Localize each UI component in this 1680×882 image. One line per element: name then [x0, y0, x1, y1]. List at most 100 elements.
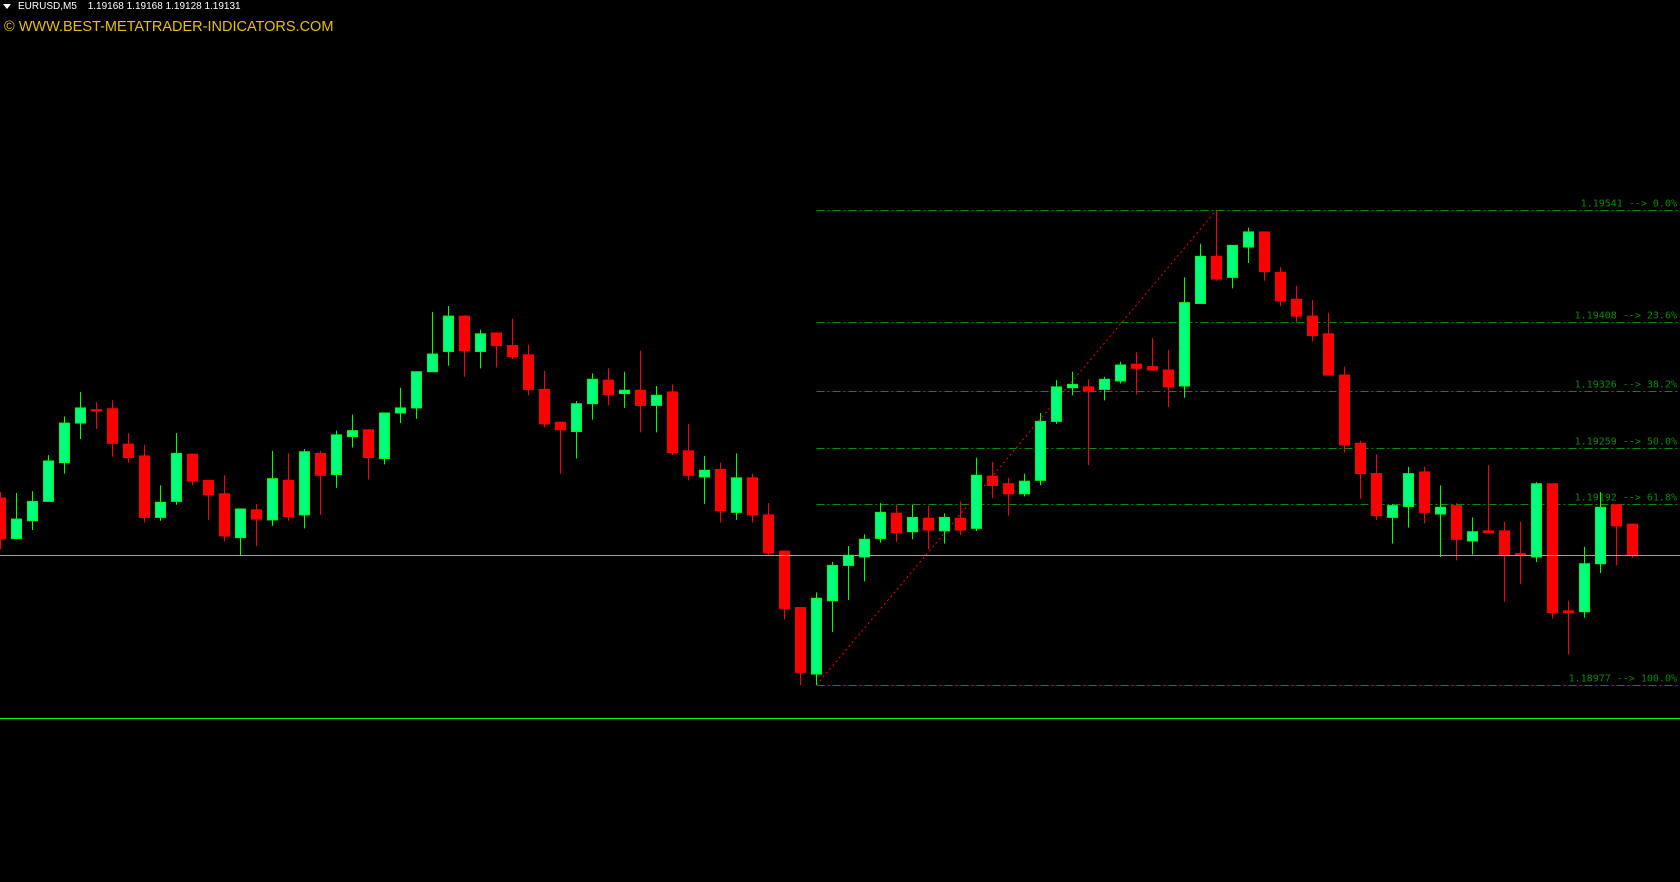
bullish-candle [443, 306, 454, 366]
fibonacci-retracement[interactable]: 1.19541 --> 0.0% 1.19408 --> 23.6% 1.19326… [816, 199, 1680, 686]
candle-body [1387, 505, 1398, 518]
bullish-candle [859, 534, 870, 582]
bearish-candle [1419, 466, 1430, 524]
bearish-candle [1003, 477, 1014, 516]
bearish-candle [987, 461, 998, 499]
candle-body [763, 514, 774, 554]
candle-body [1019, 480, 1030, 495]
candle-body [1307, 315, 1318, 336]
bearish-candle [1131, 352, 1142, 395]
candle-body [1227, 244, 1238, 278]
candle-body [795, 607, 806, 673]
bearish-candle [667, 384, 678, 456]
bearish-candle [635, 350, 646, 433]
candle-body [1003, 483, 1014, 495]
bullish-candle [1115, 361, 1126, 384]
bearish-candle [715, 462, 726, 523]
bullish-candle [171, 433, 182, 505]
bearish-candle [123, 433, 134, 463]
candle-body [699, 469, 710, 478]
candle-body [1323, 333, 1334, 376]
bullish-candle [59, 416, 70, 474]
bearish-candle [1547, 483, 1558, 619]
candle-body [395, 407, 406, 414]
watermark-text: © WWW.BEST-METATRADER-INDICATORS.COM [4, 19, 334, 35]
bearish-candle [1371, 454, 1382, 520]
bullish-candle [731, 453, 742, 520]
bearish-candle [1307, 300, 1318, 342]
bullish-candle [875, 503, 886, 543]
candle-body [187, 453, 198, 482]
bearish-candle [107, 400, 118, 457]
candle-body [1051, 386, 1062, 422]
candle-body [859, 538, 870, 558]
candle-body [539, 388, 550, 425]
candle-body [619, 389, 630, 395]
bearish-candle [187, 453, 198, 486]
candle-body [667, 391, 678, 454]
candle-body [1099, 378, 1110, 390]
bullish-candle [1099, 376, 1110, 401]
bullish-candle [411, 371, 422, 419]
candle-body [1355, 442, 1366, 475]
bearish-candle [1147, 338, 1158, 371]
candle-body [27, 500, 38, 522]
bearish-candle [747, 473, 758, 523]
candle-body [875, 511, 886, 539]
fib-trendline[interactable] [816, 209, 1217, 686]
candle-body [1131, 363, 1142, 369]
candle-body [971, 474, 982, 529]
bullish-candle [1531, 482, 1542, 563]
candle-body [1403, 473, 1414, 507]
candle-body [1115, 364, 1126, 382]
bearish-candle [1499, 521, 1510, 602]
bullish-candle [1051, 380, 1062, 424]
candle-body [779, 550, 790, 609]
candle-body [987, 475, 998, 486]
bearish-candle [0, 492, 6, 550]
fib-level-label: 1.19259 --> 50.0% [1575, 437, 1677, 448]
fib-level-label: 1.19326 --> 38.2% [1575, 380, 1677, 391]
candle-body [155, 501, 166, 518]
bearish-candle [1291, 285, 1302, 323]
candle-body [123, 443, 134, 459]
bullish-candle [1595, 492, 1606, 573]
fib-level-label: 1.19408 --> 23.6% [1575, 311, 1677, 322]
candle-body [331, 434, 342, 475]
bullish-candle [475, 329, 486, 369]
bullish-candle [43, 455, 54, 502]
candle-body [1371, 473, 1382, 517]
bullish-candle [811, 592, 822, 685]
bearish-candle [1339, 366, 1350, 453]
candle-body [955, 517, 966, 531]
bearish-candle [1563, 600, 1574, 655]
candle-body [251, 509, 262, 520]
bullish-candle [427, 311, 438, 373]
candle-body [891, 512, 902, 534]
bullish-candle [1035, 412, 1046, 486]
bullish-candle [651, 386, 662, 433]
bullish-candle [1387, 503, 1398, 544]
bullish-candle [939, 513, 950, 544]
bearish-candle [763, 503, 774, 556]
candle-body [1259, 231, 1270, 272]
triangle-down-icon[interactable] [3, 4, 11, 9]
fib-level-label: 1.18977 --> 100.0% [1569, 674, 1677, 685]
candle-body [267, 478, 278, 521]
candle-body [1243, 231, 1254, 248]
bullish-candle [1019, 473, 1030, 497]
candle-body [715, 468, 726, 512]
candle-body [1179, 302, 1190, 387]
bullish-candle [331, 430, 342, 488]
bearish-candle [491, 332, 502, 368]
bullish-candle [907, 504, 918, 540]
candle-body [0, 497, 6, 539]
candle-body [427, 353, 438, 373]
bearish-candle [955, 501, 966, 536]
candle-body [587, 378, 598, 405]
candle-body [1547, 483, 1558, 614]
bearish-candle [779, 550, 790, 620]
bearish-candle [1483, 465, 1494, 534]
candle-body [1451, 505, 1462, 540]
